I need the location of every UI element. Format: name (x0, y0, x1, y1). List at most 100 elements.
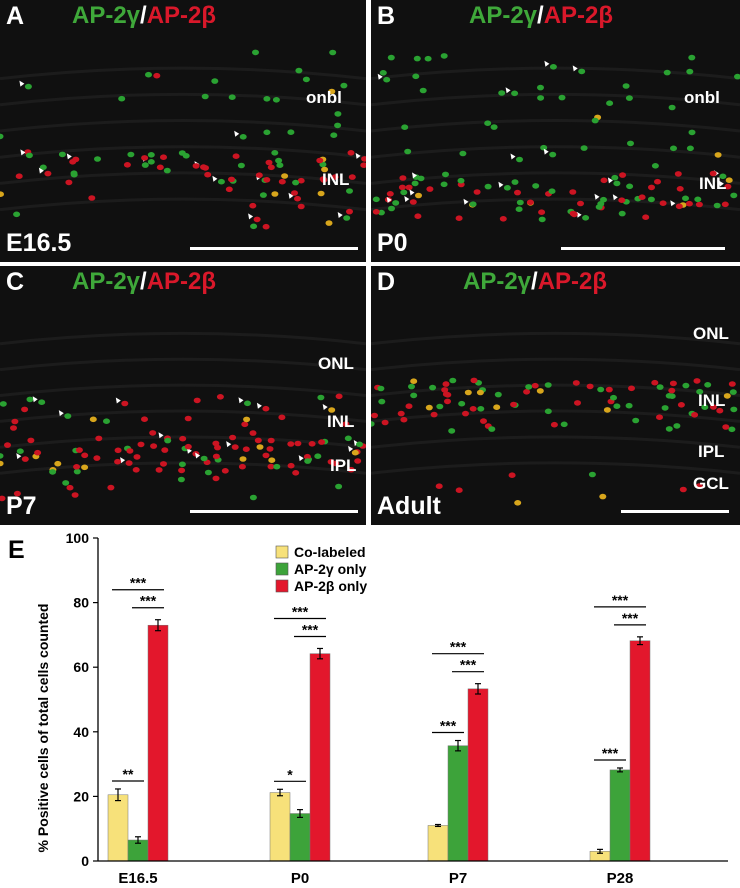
cell (225, 186, 233, 193)
cell (569, 189, 577, 195)
tissue-background (371, 266, 740, 525)
cell (126, 448, 134, 454)
cell (503, 185, 511, 191)
layer-label: INL (699, 174, 727, 193)
cell (377, 385, 385, 392)
cell (548, 188, 556, 194)
cell (114, 447, 122, 454)
cell (490, 124, 498, 130)
cell (670, 145, 677, 152)
arrowhead-icon (576, 211, 582, 218)
cell (560, 421, 568, 428)
cell (488, 426, 496, 432)
cell (317, 190, 325, 197)
cell (4, 442, 11, 448)
cell (354, 458, 362, 464)
cell (319, 176, 327, 182)
arrowhead-icon (66, 153, 72, 160)
cell (212, 453, 220, 460)
bar-chart-panel-e: E % Positive cells of total cells counte… (0, 528, 740, 887)
cell (255, 172, 263, 178)
cell (425, 404, 433, 411)
cell (586, 383, 594, 390)
cell (661, 405, 669, 411)
cell (81, 464, 89, 471)
cell (668, 387, 676, 394)
cell (673, 423, 681, 429)
cell (387, 54, 395, 61)
cell (600, 196, 607, 203)
cell (360, 162, 366, 168)
stain-red: AP-2β (146, 2, 217, 29)
cell (679, 486, 687, 493)
tissue-layer (371, 92, 740, 107)
cell (651, 379, 659, 386)
cell (275, 157, 283, 164)
cell (599, 493, 607, 500)
cell (511, 179, 519, 185)
cell (462, 410, 469, 417)
stain-red: AP-2β (146, 268, 217, 295)
cell (73, 464, 81, 470)
cell (304, 458, 312, 464)
cell (408, 383, 415, 390)
cell (297, 203, 305, 210)
scale-bar (621, 510, 729, 513)
cell (449, 377, 457, 384)
layer-label: INL (698, 391, 726, 410)
cell (626, 183, 634, 190)
cell (734, 73, 740, 80)
cell (317, 394, 325, 401)
cell (346, 188, 353, 194)
cell (200, 164, 207, 170)
cell (613, 403, 621, 409)
cell (16, 448, 24, 454)
cell (464, 389, 472, 396)
cell (39, 164, 47, 171)
cell (695, 201, 703, 208)
significance-label: *** (292, 603, 309, 619)
arrowhead-icon (120, 457, 126, 464)
cell (243, 416, 251, 423)
cell (729, 389, 737, 395)
cell (164, 437, 172, 444)
cell (95, 435, 103, 442)
cell (532, 183, 540, 189)
cell (591, 117, 599, 124)
cell (544, 382, 552, 388)
cell (24, 83, 32, 90)
cell (618, 197, 626, 203)
arrowhead-icon (572, 65, 578, 72)
cell (538, 209, 546, 215)
cell (71, 492, 79, 498)
cell (686, 145, 694, 152)
cell (292, 179, 300, 186)
cell (514, 500, 522, 506)
cell (719, 173, 727, 180)
cell (334, 122, 342, 129)
cell (141, 162, 149, 168)
cell (292, 470, 300, 476)
arrowhead-icon (355, 152, 361, 159)
cell (267, 437, 275, 444)
cell (26, 396, 34, 403)
arrowhead-icon (544, 60, 550, 67)
tissue-layer (371, 357, 740, 372)
tissue-layer (371, 383, 740, 397)
cell (536, 388, 544, 394)
cell-field (0, 266, 366, 525)
cell (413, 55, 421, 62)
cell (499, 216, 507, 222)
scale-bar (561, 247, 725, 250)
tissue-layer (371, 331, 740, 346)
cell (675, 203, 683, 210)
cell (722, 424, 730, 430)
cell (273, 463, 281, 470)
cell (141, 155, 149, 161)
cell (81, 452, 89, 459)
cell (228, 176, 235, 183)
tissue-layer (0, 383, 366, 397)
cell (429, 384, 437, 391)
cell (648, 184, 655, 191)
cell (308, 441, 316, 447)
